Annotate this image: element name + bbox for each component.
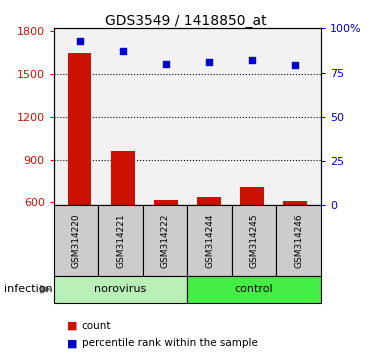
Text: GSM314222: GSM314222: [161, 213, 170, 268]
Point: [249, 57, 255, 63]
Bar: [197, 197, 221, 288]
Text: norovirus: norovirus: [95, 284, 147, 295]
Text: GSM314221: GSM314221: [116, 213, 125, 268]
Bar: [68, 53, 92, 288]
Point: [292, 63, 298, 68]
Text: infection: infection: [4, 284, 52, 295]
Text: GSM314220: GSM314220: [72, 213, 81, 268]
Bar: [111, 151, 135, 288]
Text: percentile rank within the sample: percentile rank within the sample: [82, 338, 257, 348]
Point: [77, 38, 83, 44]
Point: [163, 61, 169, 67]
Text: GSM314246: GSM314246: [294, 213, 303, 268]
Text: GSM314245: GSM314245: [250, 213, 259, 268]
Point: [206, 59, 212, 65]
Text: ■: ■: [67, 338, 77, 348]
Bar: [283, 201, 307, 288]
Bar: [240, 187, 264, 288]
Text: GDS3549 / 1418850_at: GDS3549 / 1418850_at: [105, 14, 266, 28]
Text: count: count: [82, 321, 111, 331]
Text: control: control: [235, 284, 273, 295]
Text: GSM314244: GSM314244: [205, 213, 214, 268]
Point: [120, 48, 126, 54]
Text: ■: ■: [67, 321, 77, 331]
Bar: [154, 200, 178, 288]
